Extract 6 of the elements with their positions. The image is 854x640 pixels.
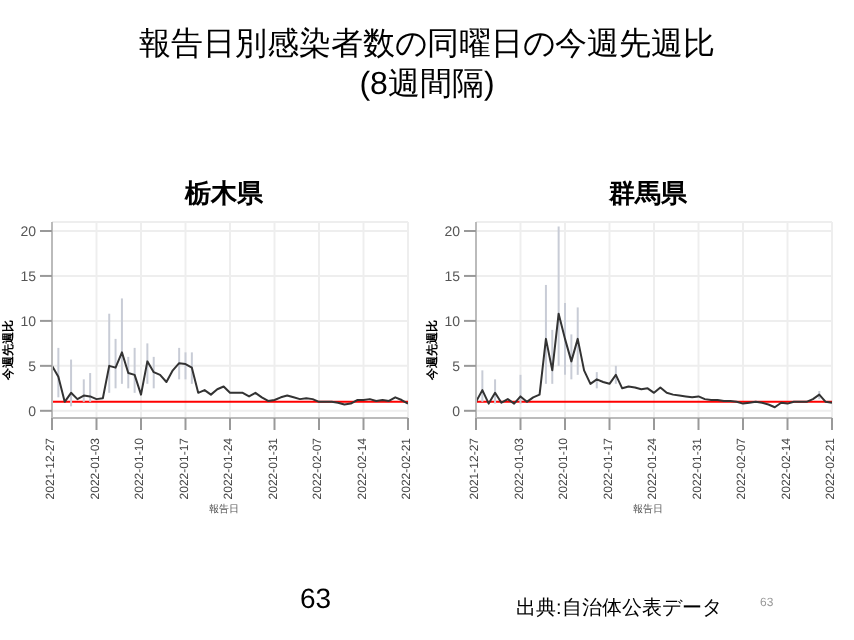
text: 報告日別感染者数の同曜日の今週先週比 (137, 25, 717, 66)
source-note: 出典:自治体公表データ (516, 595, 722, 622)
text: (8週間隔) (357, 66, 497, 106)
chart-title: 群馬県 (607, 176, 689, 212)
text: 63 (300, 582, 332, 614)
chart-title: 栃木県 (182, 176, 265, 212)
